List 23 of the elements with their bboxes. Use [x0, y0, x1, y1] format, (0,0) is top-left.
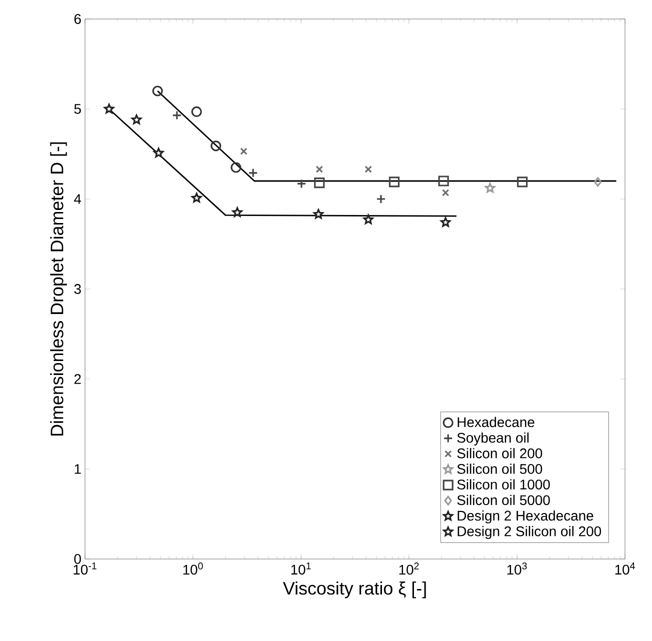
legend-label: Hexadecane [458, 416, 534, 428]
y-tick-label: 5 [74, 104, 81, 114]
y-tick-label: 3 [74, 284, 81, 294]
legend-label: Design 2 Silicon oil 200 [458, 526, 602, 540]
y-tick-label: 2 [74, 374, 81, 384]
x-tick-label: 10$^{2}$ [399, 562, 419, 575]
legend-label: Silicon oil 200 [457, 448, 542, 458]
y-tick-label: 6 [74, 14, 81, 24]
y-tick-label: 0 [74, 554, 81, 564]
y-tick-label: 1 [74, 464, 81, 474]
x-axis-title: Viscosity ratio ξ [-] [282, 582, 426, 598]
legend-label: Soybean oil [457, 432, 529, 446]
legend-label: Silicon oil 500 [457, 464, 542, 474]
legend-label: Silicon oil 1000 [457, 479, 550, 490]
legend-label: Silicon oil 5000 [457, 494, 550, 506]
y-tick-label: 4 [74, 194, 82, 204]
x-tick-label: 10$^{3}$ [507, 562, 527, 575]
x-tick-label: 10$^{4}$ [615, 562, 635, 575]
legend-label: Design 2 Hexadecane [458, 510, 594, 524]
x-tick-label: 10$^{-1}$ [74, 562, 96, 575]
x-tick-label: 10$^{0}$ [183, 562, 203, 575]
x-tick-label: 10$^{1}$ [291, 562, 311, 575]
y-axis-title: Dimensionless Droplet Diameter D [-] [50, 142, 67, 436]
